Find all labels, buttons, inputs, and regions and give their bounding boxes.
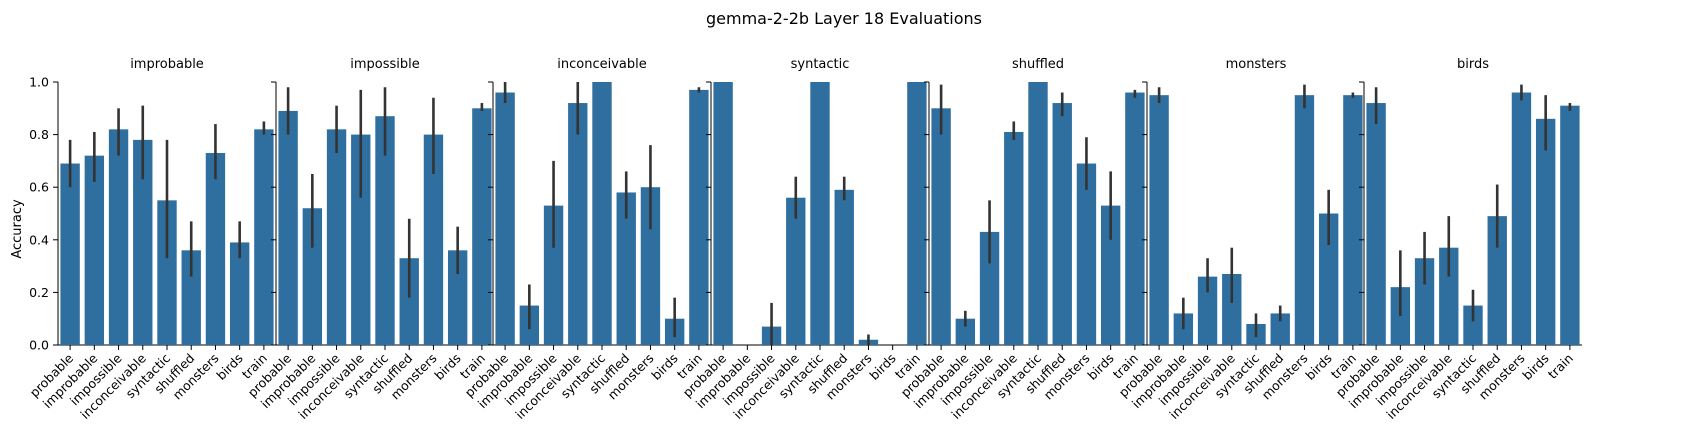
- panel-title: birds: [1457, 57, 1489, 72]
- x-tick-label: birds: [866, 351, 898, 383]
- bar: [1366, 103, 1386, 345]
- panel-title: inconceivable: [557, 57, 646, 72]
- panel-title: impossible: [350, 57, 420, 72]
- bar: [108, 129, 129, 345]
- bar: [592, 82, 612, 345]
- bar: [689, 89, 709, 345]
- bar: [834, 189, 854, 345]
- bar: [181, 250, 201, 345]
- bar: [254, 129, 274, 345]
- y-tick-label: 0.8: [29, 127, 49, 142]
- y-tick-label: 0.2: [29, 285, 49, 300]
- y-tick-label: 0.4: [29, 232, 49, 247]
- panel-title: shuffled: [1012, 57, 1064, 72]
- bar: [1318, 213, 1339, 345]
- bar: [1343, 95, 1363, 346]
- panel-title: monsters: [1226, 57, 1287, 72]
- bar: [447, 250, 468, 345]
- panel-title: improbable: [130, 57, 204, 72]
- bar: [713, 82, 733, 345]
- bar: [423, 134, 444, 345]
- bar: [1197, 276, 1218, 345]
- bar: [60, 163, 80, 345]
- y-tick-label: 0.6: [29, 180, 49, 195]
- bar: [1487, 216, 1507, 345]
- y-tick-label: 0.0: [29, 338, 49, 353]
- bar: [1076, 163, 1097, 345]
- bar: [326, 129, 347, 345]
- bar: [229, 242, 250, 345]
- bar: [568, 103, 588, 345]
- x-tick-label: birds: [431, 351, 463, 383]
- bar: [1270, 313, 1290, 345]
- figure-title: gemma-2-2b Layer 18 Evaluations: [706, 9, 982, 28]
- bar: [205, 153, 226, 345]
- x-tick-label: birds: [1084, 351, 1116, 383]
- bar: [907, 82, 927, 345]
- bar: [786, 197, 806, 345]
- bar: [1004, 131, 1024, 345]
- y-tick-label: 1.0: [29, 75, 49, 90]
- bar: [278, 110, 298, 346]
- bar: [1100, 205, 1121, 345]
- bar: [1414, 258, 1435, 345]
- bar: [1222, 273, 1242, 345]
- bar: [472, 108, 492, 345]
- chart-panel: inconceivableprobableimprobableimpossibl…: [462, 57, 711, 422]
- bar: [495, 92, 515, 346]
- chart-panels: improbable0.00.20.40.60.81.0probableimpr…: [27, 57, 1582, 422]
- x-tick-label: birds: [1519, 351, 1551, 383]
- chart-panel: improbable0.00.20.40.60.81.0probableimpr…: [27, 57, 276, 422]
- bar: [399, 258, 419, 345]
- bar: [1294, 95, 1315, 346]
- bar: [1052, 103, 1072, 345]
- x-tick-label: birds: [648, 351, 680, 383]
- chart-panel: impossibleprobableimprobableimpossiblein…: [245, 57, 494, 422]
- bar: [616, 192, 636, 345]
- x-tick-label: train: [1545, 351, 1576, 382]
- bar: [1439, 247, 1459, 345]
- bar: [1028, 82, 1048, 345]
- bar: [302, 208, 323, 345]
- bar: [931, 108, 951, 345]
- bar: [640, 187, 661, 345]
- bar: [351, 134, 371, 345]
- x-tick-label: birds: [213, 351, 245, 383]
- bar: [1149, 95, 1169, 346]
- bar: [1125, 92, 1145, 346]
- bar: [979, 231, 1000, 345]
- bar: [133, 139, 153, 345]
- bar: [1511, 92, 1532, 346]
- bar: [955, 318, 976, 345]
- bar: [157, 200, 177, 345]
- chart-panel: monstersprobableimprobableimpossibleinco…: [1116, 57, 1365, 422]
- x-tick-label: birds: [1302, 351, 1334, 383]
- bar: [1463, 305, 1483, 345]
- bar: [543, 205, 564, 345]
- chart-panel: birdsprobableimprobableimpossibleinconce…: [1333, 57, 1582, 422]
- bar: [1535, 118, 1556, 345]
- chart-panel: shuffledprobableimprobableimpossibleinco…: [898, 57, 1147, 422]
- chart-panel: syntacticprobableimprobableimpossibleinc…: [680, 57, 929, 422]
- panel-title: syntactic: [791, 57, 850, 72]
- bar: [810, 82, 830, 345]
- y-axis-label: Accuracy: [10, 199, 25, 259]
- bar: [84, 155, 105, 345]
- bar: [1560, 105, 1580, 345]
- bar: [375, 116, 395, 345]
